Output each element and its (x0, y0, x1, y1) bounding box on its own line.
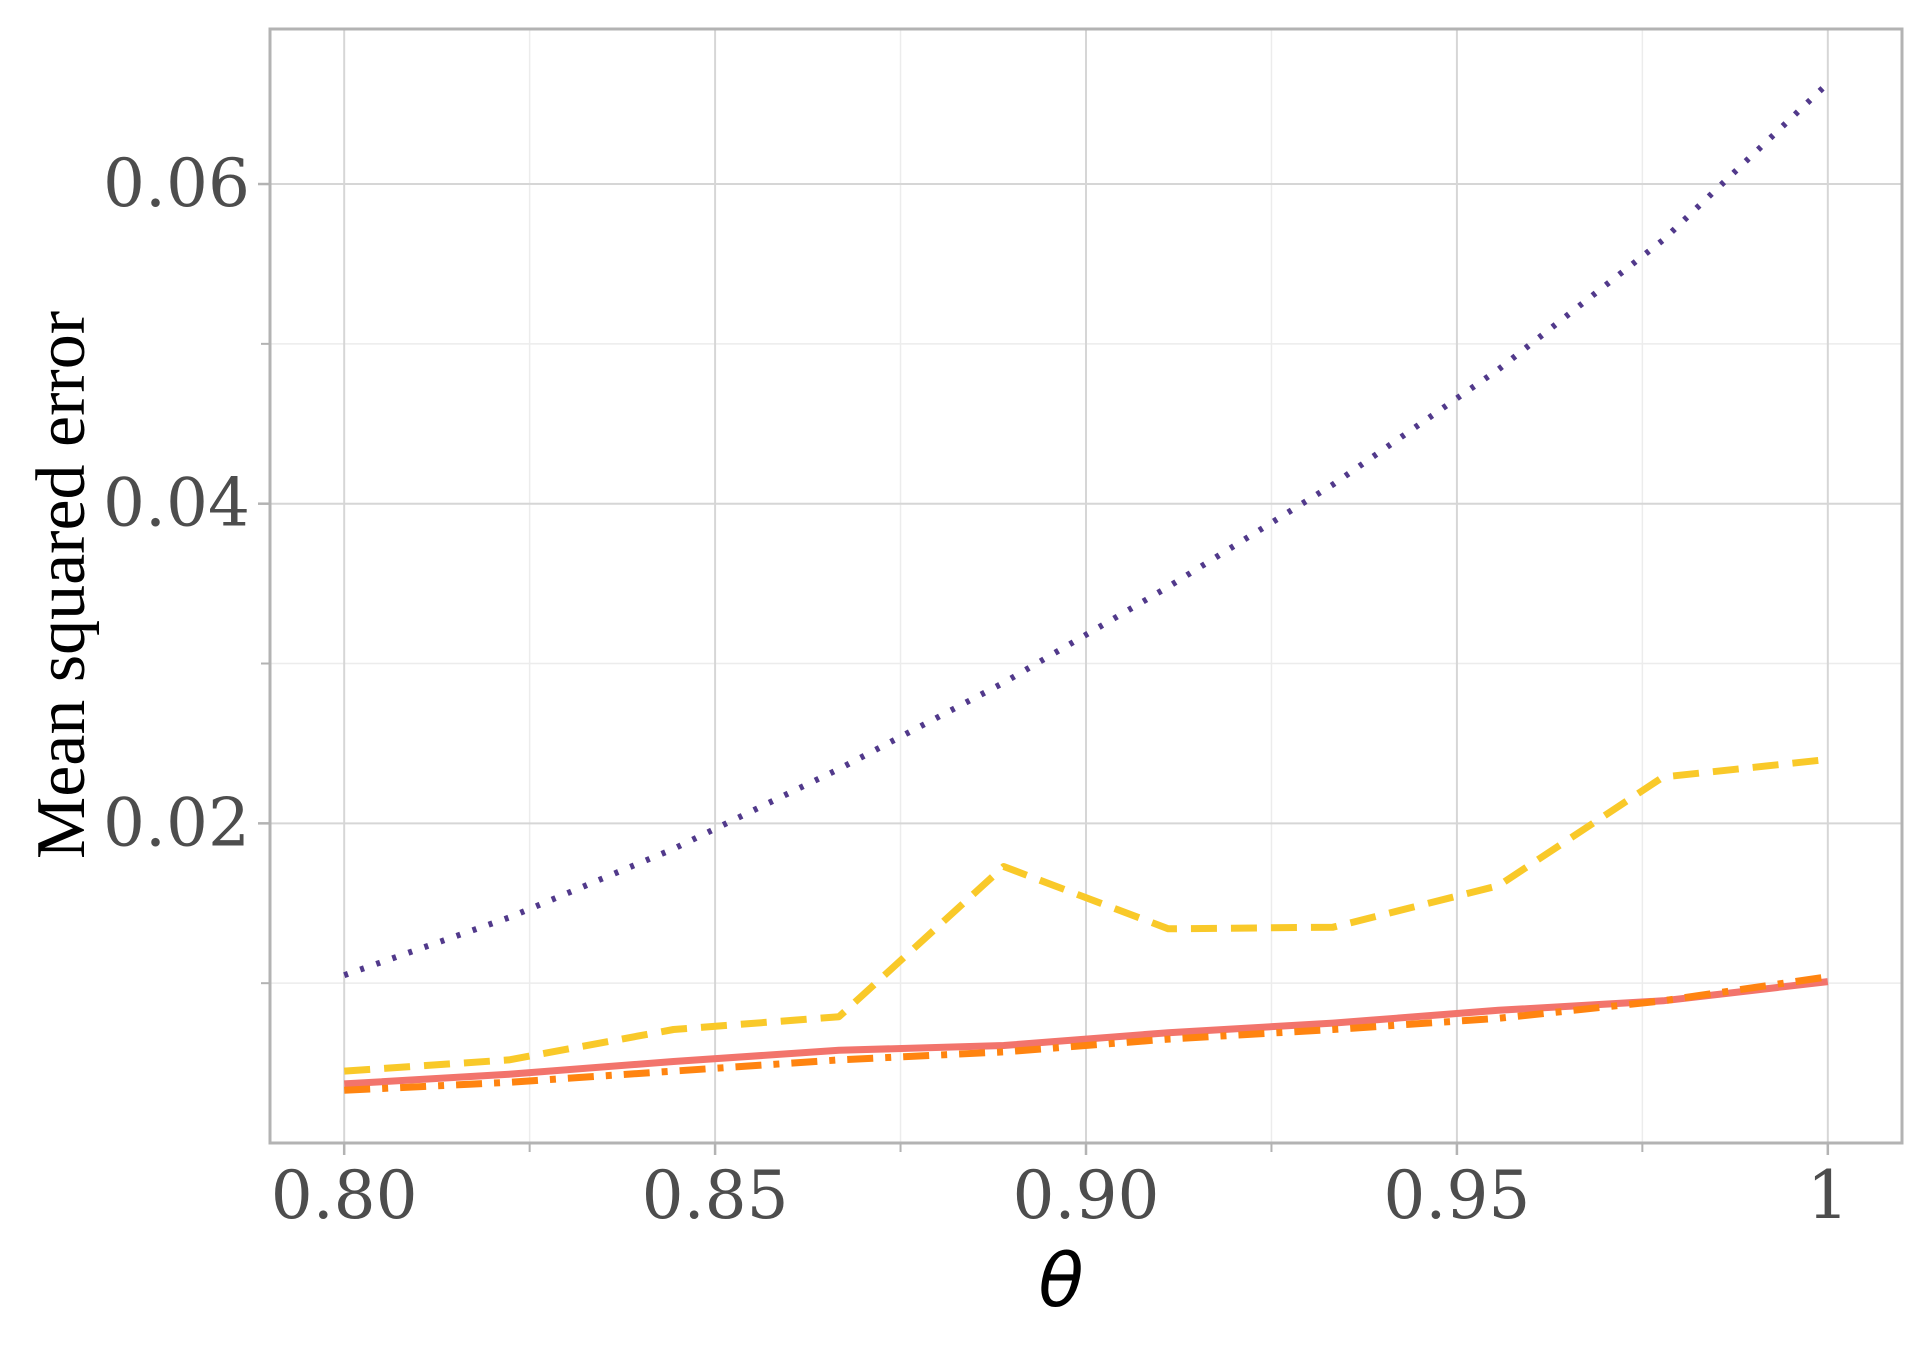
grid-major (270, 29, 1902, 1143)
y-tick-label: 0.02 (103, 784, 250, 861)
series-layer (343, 81, 1830, 1094)
x-tick-label: 0.90 (1013, 1157, 1160, 1234)
x-axis: 0.80 0.85 0.90 0.95 1 (271, 1143, 1849, 1234)
y-tick-label: 0.04 (103, 465, 250, 542)
x-tick-label: 1 (1807, 1157, 1849, 1234)
x-tick-label: 0.95 (1383, 1157, 1530, 1234)
x-tick-label: 0.85 (642, 1157, 789, 1234)
x-axis-title: θ (1038, 1238, 1083, 1324)
series-line-4 (344, 973, 1829, 1094)
y-axis-title: Mean squared error (23, 311, 100, 859)
x-tick-label: 0.80 (271, 1157, 418, 1234)
y-tick-label: 0.06 (103, 145, 250, 222)
y-axis: 0.02 0.04 0.06 (103, 145, 270, 985)
series-line-1 (343, 81, 1830, 979)
series-line-2 (343, 755, 1829, 1075)
series-line-3 (343, 978, 1829, 1088)
